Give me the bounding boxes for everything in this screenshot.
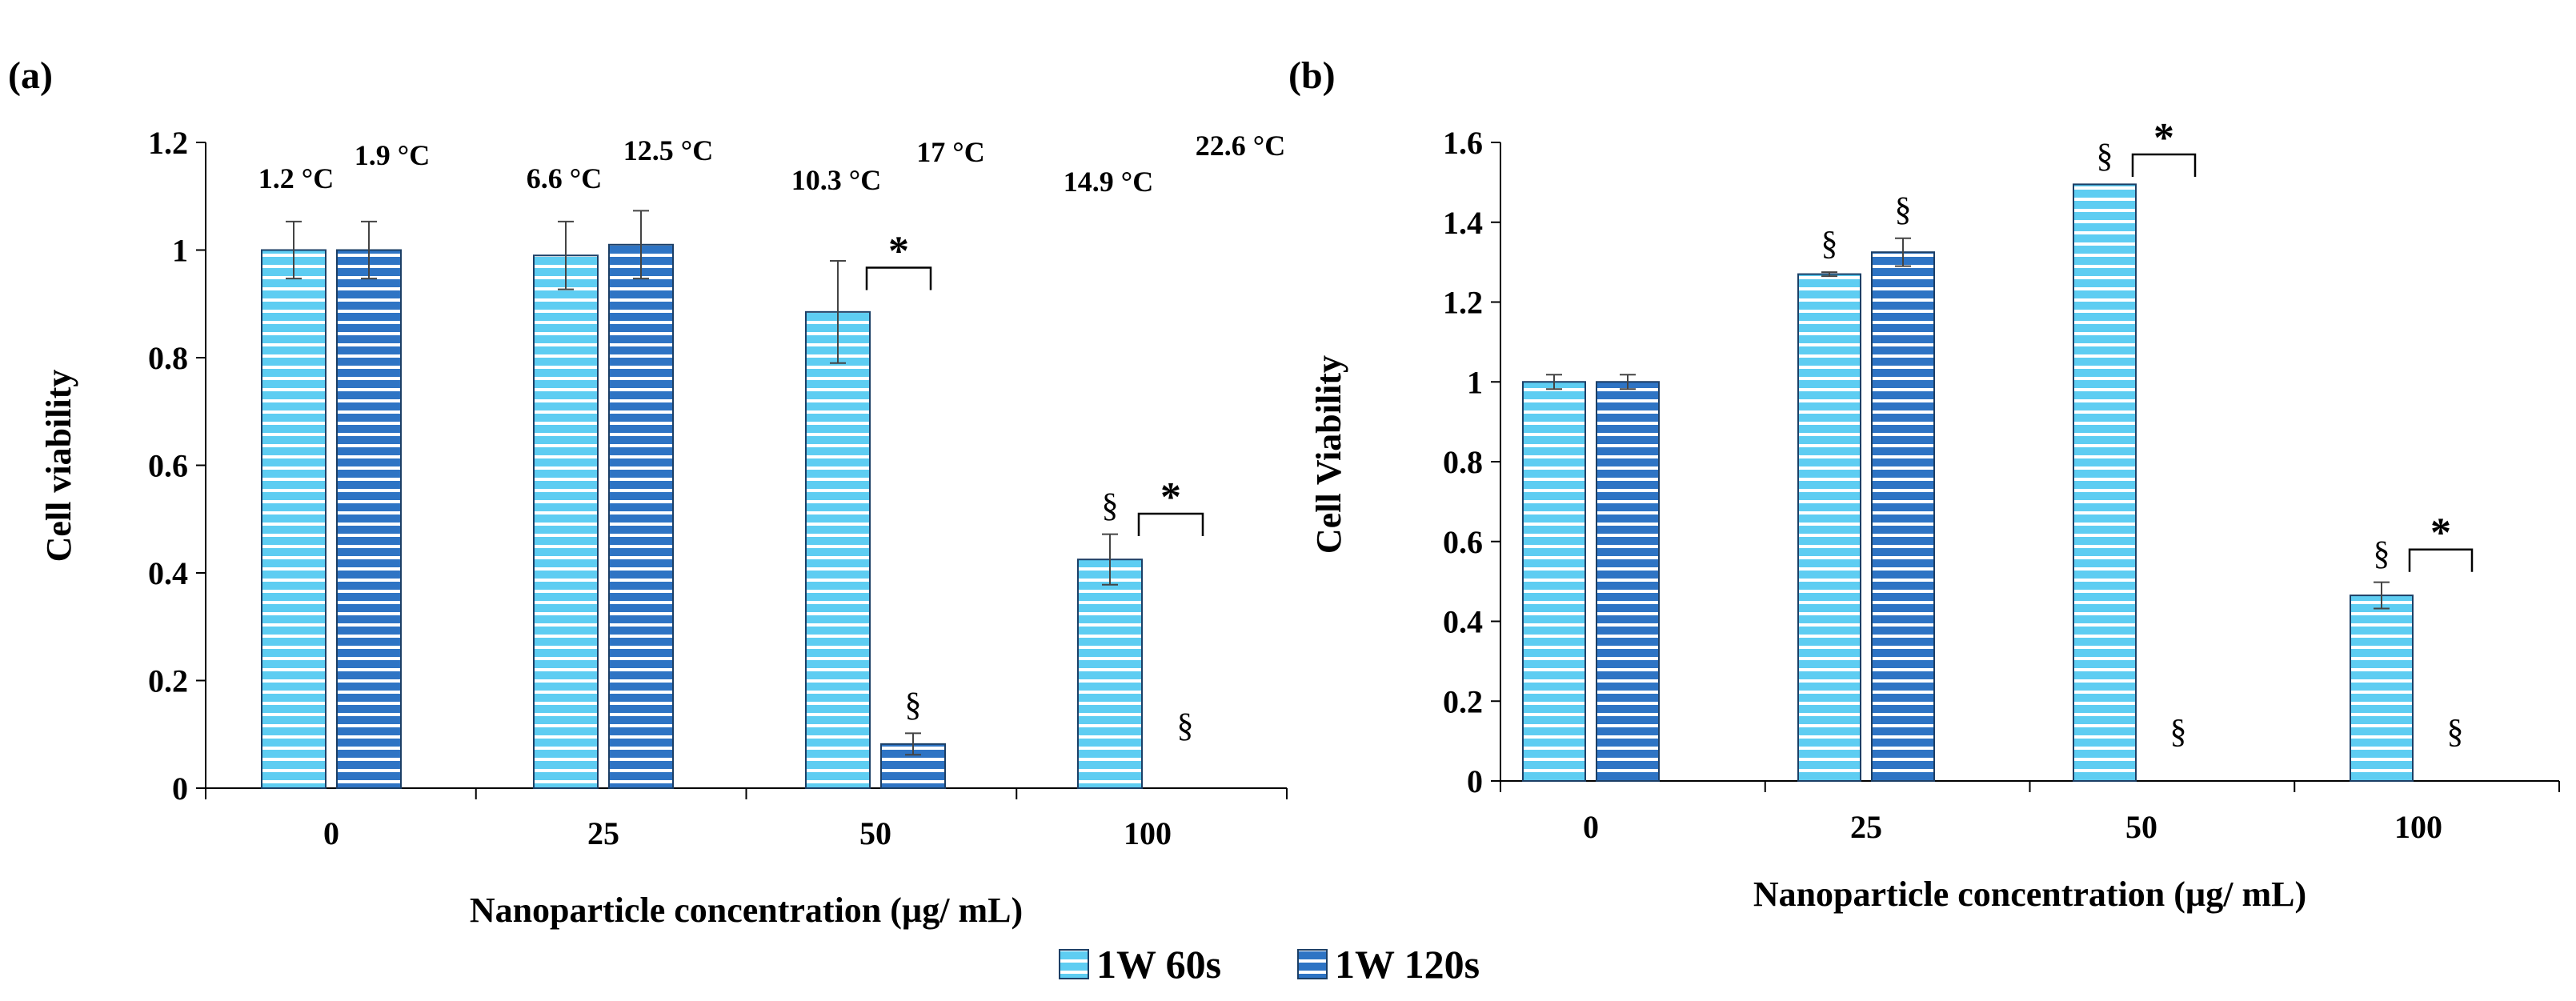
panel-a-temperature-label: 6.6 °C <box>527 162 602 194</box>
panel-a-temperature-label: 12.5 °C <box>623 134 713 166</box>
panel-a-section-mark: § <box>1102 488 1119 525</box>
panel-b-x-axis-title: Nanoparticle concentration (µg/ mL) <box>1753 875 2306 914</box>
panel-a-x-tick-label: 0 <box>323 815 339 851</box>
panel-b-y-tick-label: 0.8 <box>1443 444 1483 480</box>
panel-b-label: (b) <box>1288 54 1336 97</box>
panel-b-section-mark: § <box>2447 714 2464 751</box>
legend-swatch-1w-120s <box>1297 949 1328 979</box>
panel-b-section-mark: § <box>1821 226 1838 262</box>
panel-a-temperature-label: 14.9 °C <box>1064 166 1153 198</box>
panel-a-bar-60s <box>261 249 327 789</box>
panel-a-y-tick-label: 0 <box>172 771 188 807</box>
panel-b-y-tick-label: 0.4 <box>1443 604 1483 640</box>
panel-a-significance-star: * <box>888 229 909 274</box>
panel-b-bar-120s <box>1871 251 1935 782</box>
legend-swatch-1w-60s <box>1059 949 1089 979</box>
panel-a-y-tick-label: 0.8 <box>148 340 188 376</box>
panel-a-temperature-label: 17 °C <box>916 136 984 168</box>
panel-a-y-tick-label: 0.4 <box>148 555 188 591</box>
legend-label-1w-60s: 1W 60s <box>1096 942 1221 987</box>
panel-a-section-mark: § <box>905 687 922 723</box>
panel-a-bar-120s <box>608 243 674 789</box>
panel-a-label: (a) <box>8 54 53 97</box>
panel-a-significance-bracket <box>865 266 932 290</box>
panel-b-x-tick-label: 50 <box>2125 809 2157 845</box>
panel-b-section-mark: § <box>2374 536 2390 573</box>
panel-a-chart: (a) 0 0.2 0.4 0.6 0.8 1 1.2 0 25 50 100 Nanoparticle… <box>8 54 1288 930</box>
panel-a-significance-bracket <box>1137 512 1204 537</box>
panel-a-temperature-label: 10.3 °C <box>791 164 881 196</box>
panel-b-significance-bracket <box>2131 153 2197 177</box>
panel-b-y-tick-label: 0.6 <box>1443 524 1483 560</box>
panel-b-bar-60s <box>2350 595 2414 782</box>
panel-b-significance-bracket <box>2408 548 2474 572</box>
panel-b-y-tick-label: 1 <box>1467 364 1483 400</box>
panel-a-temperature-label: 22.6 °C <box>1196 130 1285 162</box>
panel-b-y-tick-label: 1.6 <box>1443 125 1483 161</box>
panel-b-significance-star: * <box>2153 115 2174 161</box>
panel-b-bar-60s <box>1797 273 1861 782</box>
panel-a-bar-60s <box>533 254 599 790</box>
panel-b-section-mark: § <box>2170 714 2187 751</box>
panel-a-y-tick-label: 0.2 <box>148 663 188 699</box>
panel-a-y-axis-title: Cell viability <box>39 370 78 563</box>
panel-a-bar-60s <box>805 310 871 789</box>
panel-a-significance-star: * <box>1160 474 1181 520</box>
panel-a-y-tick-label: 1.2 <box>148 125 188 161</box>
panel-a-y-tick-label: 0.6 <box>148 448 188 484</box>
panel-b-y-tick-label: 1.2 <box>1443 285 1483 321</box>
panel-a-x-tick-label: 50 <box>859 815 891 851</box>
panel-a-temperature-label: 1.9 °C <box>355 139 430 171</box>
legend: 1W 60s 1W 120s <box>1059 942 1480 987</box>
panel-a-bar-60s <box>1077 559 1143 789</box>
panel-b-y-tick-label: 0.2 <box>1443 683 1483 719</box>
panel-a-x-tick-label: 25 <box>587 815 619 851</box>
panel-a-section-mark: § <box>1177 707 1194 744</box>
panel-b-y-tick-label: 1.4 <box>1443 205 1483 241</box>
panel-b-section-mark: § <box>2097 138 2113 174</box>
panel-a-x-tick-label: 100 <box>1124 815 1172 851</box>
panel-a-temperature-label: 1.2 °C <box>258 162 334 194</box>
legend-label-1w-120s: 1W 120s <box>1335 942 1480 987</box>
panel-b-x-tick-label: 100 <box>2394 809 2442 845</box>
panel-b-x-tick-label: 0 <box>1583 809 1599 845</box>
panel-b-y-tick-label: 0 <box>1467 763 1483 799</box>
panel-b-section-mark: § <box>1895 192 1912 229</box>
panel-b-significance-star: * <box>2430 511 2451 556</box>
panel-b-bar-60s <box>1522 381 1586 782</box>
panel-b-bar-120s <box>1596 381 1660 782</box>
panel-a-y-tick-label: 1 <box>172 233 188 269</box>
panel-b-y-axis-title: Cell Viability <box>1309 355 1348 554</box>
panel-a-x-axis-title: Nanoparticle concentration (µg/ mL) <box>470 891 1023 930</box>
panel-b-x-tick-label: 25 <box>1850 809 1882 845</box>
panel-b-bar-60s <box>2073 183 2137 782</box>
panel-a-bar-120s <box>336 249 402 789</box>
panel-b-chart: (b) 0 0.2 0.4 0.6 0.8 1 1.2 1.4 1.6 0 25 50 100 Nanopa… <box>1288 54 2560 914</box>
